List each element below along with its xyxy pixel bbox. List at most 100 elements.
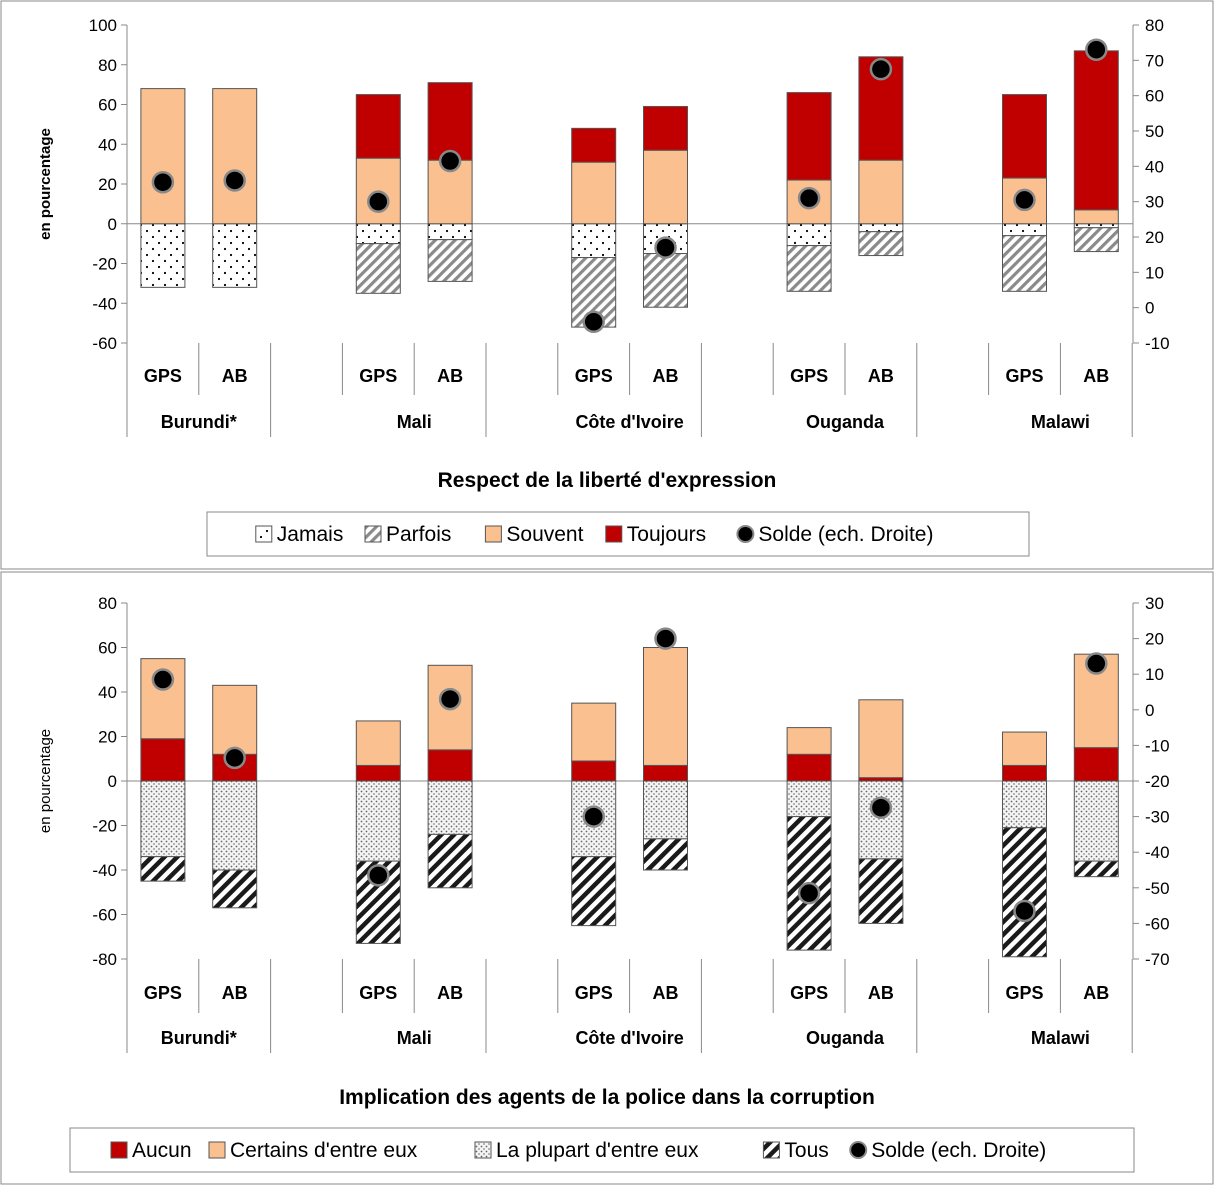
left-axis-tick-label: 40 (98, 135, 117, 154)
bar-souvent (643, 149, 688, 225)
balance-point (582, 310, 605, 334)
bar-parfois (786, 245, 832, 292)
legend-label: Souvent (506, 523, 583, 546)
y-axis-label: en pourcentage (37, 729, 54, 833)
bar-la-plupart-d-entre-eux (427, 780, 473, 835)
legend-label: Tous (784, 1139, 828, 1162)
bar-toujours (571, 127, 617, 163)
category-label: GPS (790, 983, 828, 1003)
group-label: Malawi (1031, 1028, 1090, 1048)
right-axis-tick-label: 70 (1145, 51, 1164, 70)
balance-point (582, 805, 605, 828)
right-axis-tick-label: 30 (1145, 193, 1164, 212)
bar-parfois (1073, 227, 1119, 253)
balance-point (223, 169, 246, 192)
category-label: GPS (359, 983, 397, 1003)
bar-certains-d-entre-eux (355, 720, 401, 766)
legend-swatch-balance (736, 525, 755, 543)
bar-aucun (140, 738, 186, 782)
bar-jamais (858, 223, 904, 233)
category-label: GPS (144, 366, 182, 386)
bar-certains-d-entre-eux (1002, 731, 1047, 766)
category-label: AB (1083, 366, 1109, 386)
group-label: Côte d'Ivoire (575, 412, 683, 432)
bar-la-plupart-d-entre-eux (643, 780, 688, 840)
right-axis-tick-label: 50 (1145, 122, 1164, 141)
bar-parfois (643, 253, 688, 308)
category-label: GPS (575, 366, 613, 386)
right-axis-tick-label: -40 (1145, 843, 1170, 862)
bar-la-plupart-d-entre-eux (140, 780, 186, 858)
bar-certains-d-entre-eux (571, 702, 617, 762)
y-axis-label: en pourcentage (37, 128, 54, 240)
left-axis-tick-label: 40 (98, 683, 117, 702)
bar-souvent (1073, 209, 1119, 225)
bar-toujours (1002, 94, 1047, 179)
category-label: AB (222, 983, 248, 1003)
legend-swatch-jamais (255, 525, 273, 543)
bar-parfois (858, 231, 904, 257)
legend-swatch-certains-d-entre-eux (208, 1141, 226, 1159)
right-axis-tick-label: 20 (1145, 630, 1164, 649)
right-axis-tick-label: 0 (1145, 701, 1154, 720)
right-axis-tick-label: -50 (1145, 879, 1170, 898)
category-label: GPS (1005, 366, 1043, 386)
right-axis-tick-label: 20 (1145, 228, 1164, 247)
left-axis-tick-label: -20 (92, 817, 117, 836)
category-label: AB (222, 366, 248, 386)
legend-swatch-parfois (364, 525, 382, 543)
balance-point (151, 170, 175, 194)
bar-tous (140, 856, 186, 882)
bar-toujours (643, 105, 688, 151)
category-label: GPS (1005, 983, 1043, 1003)
left-axis-tick-label: -20 (92, 255, 117, 274)
category-label: GPS (790, 366, 828, 386)
bar-aucun (427, 749, 473, 782)
bar-tous (643, 838, 688, 871)
category-label: AB (653, 366, 679, 386)
bar-parfois (1002, 235, 1047, 292)
chart-police-corruption: -80 -60 -40 -20 0 20 40 60 80 -70 -60 -50 -40 -30 -20 -… (37, 594, 1170, 1173)
bar-jamais (1002, 223, 1047, 237)
bar-la-plupart-d-entre-eux (1073, 780, 1119, 862)
balance-point (151, 668, 175, 691)
legend-label: Solde (ech. Droite) (758, 523, 933, 546)
right-axis-tick-label: 10 (1145, 263, 1164, 282)
bar-certains-d-entre-eux (643, 647, 688, 766)
right-axis-tick-label: 40 (1145, 157, 1164, 176)
left-axis-tick-label: -60 (92, 906, 117, 925)
left-axis-tick-label: -60 (92, 334, 117, 353)
bar-souvent (212, 88, 258, 225)
bar-certains-d-entre-eux (786, 727, 832, 755)
bar-aucun (858, 777, 904, 782)
bar-souvent (571, 161, 617, 225)
left-axis-tick-label: 100 (89, 16, 117, 35)
left-axis-tick-label: -40 (92, 861, 117, 880)
right-axis-tick-label: 10 (1145, 665, 1164, 684)
category-label: AB (653, 983, 679, 1003)
legend-label: Solde (ech. Droite) (871, 1139, 1046, 1162)
balance-point (797, 881, 821, 905)
chart-title: Implication des agents de la police dans… (339, 1086, 875, 1109)
bar-toujours (786, 92, 832, 181)
bar-toujours (1073, 50, 1119, 211)
legend-box (69, 1127, 1135, 1173)
right-axis-tick-label: -20 (1145, 772, 1170, 791)
bar-aucun (571, 760, 617, 782)
legend-swatch-balance (849, 1141, 868, 1159)
bar-toujours (355, 94, 401, 159)
category-label: AB (437, 366, 463, 386)
bar-aucun (786, 753, 832, 782)
balance-point (869, 796, 893, 819)
bar-toujours (427, 82, 473, 161)
bar-la-plupart-d-entre-eux (212, 780, 258, 871)
group-label: Mali (397, 1028, 432, 1048)
legend-swatch-aucun (110, 1141, 128, 1159)
bar-certains-d-entre-eux (212, 684, 258, 755)
right-axis-tick-label: -10 (1145, 334, 1170, 353)
group-label: Côte d'Ivoire (575, 1028, 683, 1048)
group-label: Burundi* (161, 1028, 237, 1048)
category-label: AB (868, 983, 894, 1003)
right-axis-tick-label: 0 (1145, 299, 1154, 318)
